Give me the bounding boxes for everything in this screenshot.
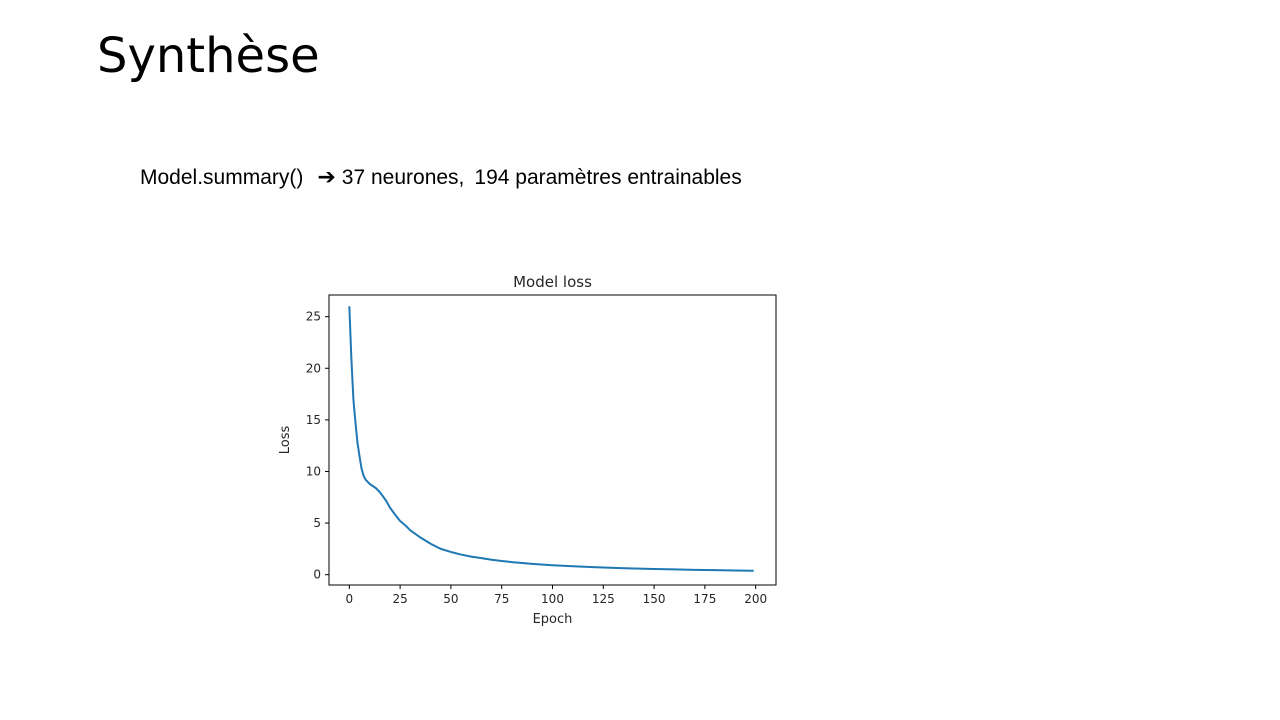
y-tick-label: 15 (306, 413, 321, 427)
x-tick-label: 25 (392, 592, 407, 606)
plot-layer (348, 306, 754, 572)
x-tick-label: 75 (494, 592, 509, 606)
y-tick-label: 25 (306, 310, 321, 324)
x-tick-label: 200 (744, 592, 767, 606)
summary-call: Model.summary() (140, 166, 304, 189)
y-axis-ticks: 0 5 10 15 20 25 (306, 310, 329, 582)
x-tick-label: 50 (443, 592, 458, 606)
right-arrow-icon: ➔ (317, 164, 336, 189)
y-axis-label: Loss (278, 426, 293, 455)
y-tick-label: 0 (313, 568, 321, 582)
loss-chart: Model loss 0 25 50 75 100 125 150 175 200 0 5 10 15… (270, 262, 790, 642)
y-tick-label: 10 (306, 464, 321, 478)
loss-chart-svg: Model loss 0 25 50 75 100 125 150 175 200 0 5 10 15… (278, 273, 777, 627)
summary-neurons: 37 neurones, (341, 166, 465, 189)
model-summary-line: Model.summary() ➔ 37 neurones, 194 paramètr… (140, 164, 742, 190)
slide-title: Synthèse (97, 28, 320, 84)
x-axis-ticks: 0 25 50 75 100 125 150 175 200 (345, 585, 767, 606)
summary-params: 194 paramètres entrainables (474, 166, 742, 189)
x-tick-label: 0 (345, 592, 353, 606)
x-tick-label: 175 (693, 592, 716, 606)
y-tick-label: 5 (313, 516, 321, 530)
x-axis-label: Epoch (533, 612, 573, 627)
x-tick-label: 100 (541, 592, 564, 606)
chart-title: Model loss (513, 273, 592, 291)
plot-frame (328, 294, 777, 586)
y-tick-label: 20 (306, 361, 321, 375)
x-tick-label: 150 (643, 592, 666, 606)
x-tick-label: 125 (592, 592, 615, 606)
loss-series-line (348, 306, 754, 572)
